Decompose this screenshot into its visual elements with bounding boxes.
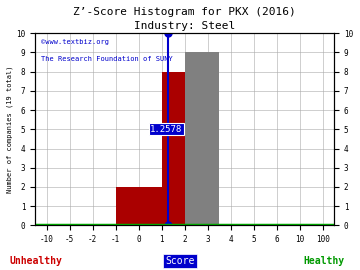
Text: 1.2578: 1.2578 <box>150 125 183 134</box>
Title: Z’-Score Histogram for PKX (2016)
Industry: Steel: Z’-Score Histogram for PKX (2016) Indust… <box>73 7 296 31</box>
Y-axis label: Number of companies (19 total): Number of companies (19 total) <box>7 66 13 193</box>
Text: Score: Score <box>165 256 195 266</box>
Bar <box>185 52 219 225</box>
Text: Unhealthy: Unhealthy <box>10 256 62 266</box>
Text: ©www.textbiz.org: ©www.textbiz.org <box>41 39 109 45</box>
Text: The Research Foundation of SUNY: The Research Foundation of SUNY <box>41 56 173 62</box>
Text: Healthy: Healthy <box>303 256 345 266</box>
Bar <box>162 72 185 225</box>
Bar <box>116 187 162 225</box>
